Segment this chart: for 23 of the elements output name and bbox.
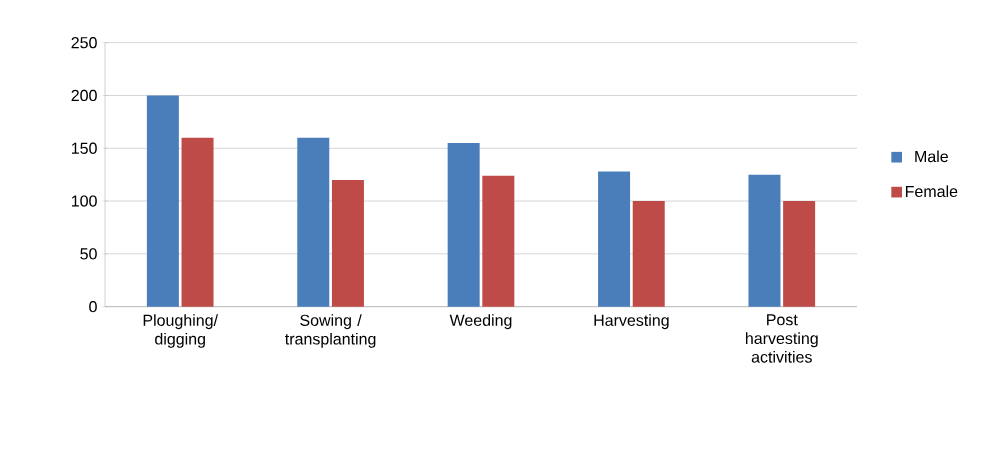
x-tick-label: Harvesting bbox=[594, 314, 669, 330]
legend-label: Male bbox=[915, 150, 948, 163]
legend-label: Female bbox=[905, 185, 958, 198]
x-tick-label: Post harvesting activities bbox=[745, 314, 818, 363]
bar bbox=[482, 175, 515, 307]
bar bbox=[598, 171, 631, 307]
x-tick-label: Ploughing/ digging bbox=[143, 314, 219, 348]
bar bbox=[297, 137, 330, 307]
y-tick-label: 0 bbox=[89, 301, 97, 313]
y-tick-label: 200 bbox=[71, 89, 97, 102]
y-tick-label: 50 bbox=[80, 248, 97, 260]
y-tick-label: 250 bbox=[71, 37, 97, 49]
bar bbox=[181, 137, 214, 307]
bar bbox=[331, 179, 364, 307]
x-tick-label: Sowing / transplanting bbox=[285, 314, 376, 348]
bar bbox=[447, 142, 480, 307]
bar bbox=[748, 174, 781, 307]
y-tick-label: 100 bbox=[71, 195, 97, 207]
bar bbox=[783, 201, 816, 307]
y-tick-label: 150 bbox=[71, 142, 97, 154]
x-tick-label: Weeding bbox=[449, 314, 512, 330]
bar bbox=[632, 201, 665, 307]
bar bbox=[146, 95, 179, 307]
